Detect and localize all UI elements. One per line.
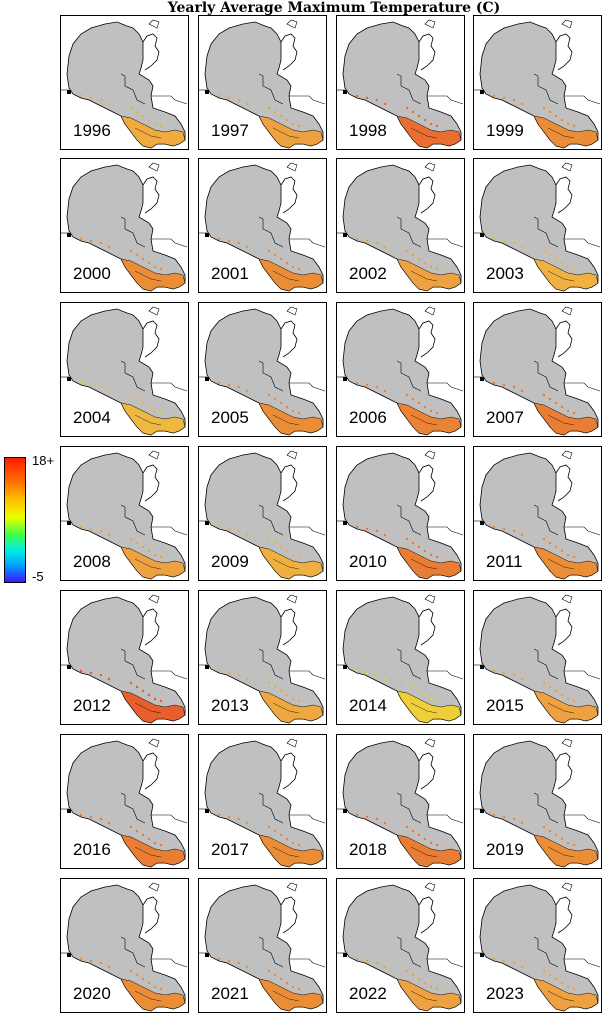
map-panel: 2012 xyxy=(60,590,189,725)
map-panel: 2016 xyxy=(60,734,189,869)
ontario-map xyxy=(337,19,464,149)
figure-title: Yearly Average Maximum Temperature (C) xyxy=(167,0,501,16)
ontario-map xyxy=(337,882,464,1012)
ontario-map xyxy=(61,162,188,292)
year-label: 2023 xyxy=(486,984,524,1003)
map-panel: 2023 xyxy=(473,878,602,1013)
map-panel: 2020 xyxy=(60,878,189,1013)
year-label: 2004 xyxy=(73,408,111,427)
ontario-map xyxy=(61,738,188,868)
ontario-map xyxy=(474,594,601,724)
year-label: 2007 xyxy=(486,408,524,427)
ontario-map xyxy=(199,450,326,580)
year-label: 2015 xyxy=(486,696,524,715)
ontario-map xyxy=(61,882,188,1012)
ontario-map xyxy=(474,450,601,580)
year-label: 2003 xyxy=(486,264,524,283)
map-panel: 2011 xyxy=(473,446,602,581)
year-label: 1999 xyxy=(486,121,524,140)
ontario-map xyxy=(61,19,188,149)
map-panel: 2017 xyxy=(198,734,327,869)
map-panel: 1999 xyxy=(473,15,602,150)
year-label: 2022 xyxy=(349,984,387,1003)
year-label: 2009 xyxy=(211,552,249,571)
year-label: 2010 xyxy=(349,552,387,571)
year-label: 2019 xyxy=(486,840,524,859)
ontario-map xyxy=(61,306,188,436)
map-panel: 2009 xyxy=(198,446,327,581)
ontario-map xyxy=(474,882,601,1012)
ontario-map xyxy=(199,306,326,436)
ontario-map xyxy=(61,450,188,580)
ontario-map xyxy=(61,594,188,724)
year-label: 2008 xyxy=(73,552,111,571)
color-scale-bar xyxy=(4,457,26,583)
map-panel: 2007 xyxy=(473,302,602,437)
map-panel: 2004 xyxy=(60,302,189,437)
ontario-map xyxy=(474,162,601,292)
map-panel: 2006 xyxy=(336,302,465,437)
color-legend: 18+ -5 xyxy=(4,453,60,585)
ontario-map xyxy=(337,162,464,292)
year-label: 1997 xyxy=(211,121,249,140)
map-panel: 2010 xyxy=(336,446,465,581)
year-label: 2001 xyxy=(211,264,249,283)
ontario-map xyxy=(337,594,464,724)
map-panel: 1998 xyxy=(336,15,465,150)
year-label: 2021 xyxy=(211,984,249,1003)
year-label: 2000 xyxy=(73,264,111,283)
year-label: 2014 xyxy=(349,696,387,715)
year-label: 2020 xyxy=(73,984,111,1003)
map-panel: 2014 xyxy=(336,590,465,725)
map-panel: 2013 xyxy=(198,590,327,725)
year-label: 2018 xyxy=(349,840,387,859)
map-panel: 2008 xyxy=(60,446,189,581)
ontario-map xyxy=(474,19,601,149)
year-label: 2002 xyxy=(349,264,387,283)
year-label: 1998 xyxy=(349,121,387,140)
ontario-map xyxy=(474,306,601,436)
map-panel: 2001 xyxy=(198,158,327,293)
map-panel: 2000 xyxy=(60,158,189,293)
legend-min-label: -5 xyxy=(32,569,44,584)
ontario-map xyxy=(337,306,464,436)
map-panel: 2022 xyxy=(336,878,465,1013)
year-label: 2005 xyxy=(211,408,249,427)
map-panel: 2015 xyxy=(473,590,602,725)
ontario-map xyxy=(199,594,326,724)
legend-max-label: 18+ xyxy=(32,453,55,468)
ontario-map xyxy=(199,19,326,149)
year-label: 2013 xyxy=(211,696,249,715)
map-panel: 1996 xyxy=(60,15,189,150)
map-panel: 2019 xyxy=(473,734,602,869)
map-panel: 2018 xyxy=(336,734,465,869)
year-label: 2016 xyxy=(73,840,111,859)
ontario-map xyxy=(199,162,326,292)
map-panel: 2005 xyxy=(198,302,327,437)
ontario-map xyxy=(199,882,326,1012)
ontario-map xyxy=(337,738,464,868)
year-label: 1996 xyxy=(73,121,111,140)
ontario-map xyxy=(199,738,326,868)
year-label: 2006 xyxy=(349,408,387,427)
map-panel: 2003 xyxy=(473,158,602,293)
ontario-map xyxy=(337,450,464,580)
year-label: 2017 xyxy=(211,840,249,859)
map-panel: 1997 xyxy=(198,15,327,150)
year-label: 2012 xyxy=(73,696,111,715)
year-label: 2011 xyxy=(486,552,523,571)
ontario-map xyxy=(474,738,601,868)
map-panel: 2021 xyxy=(198,878,327,1013)
map-panel: 2002 xyxy=(336,158,465,293)
